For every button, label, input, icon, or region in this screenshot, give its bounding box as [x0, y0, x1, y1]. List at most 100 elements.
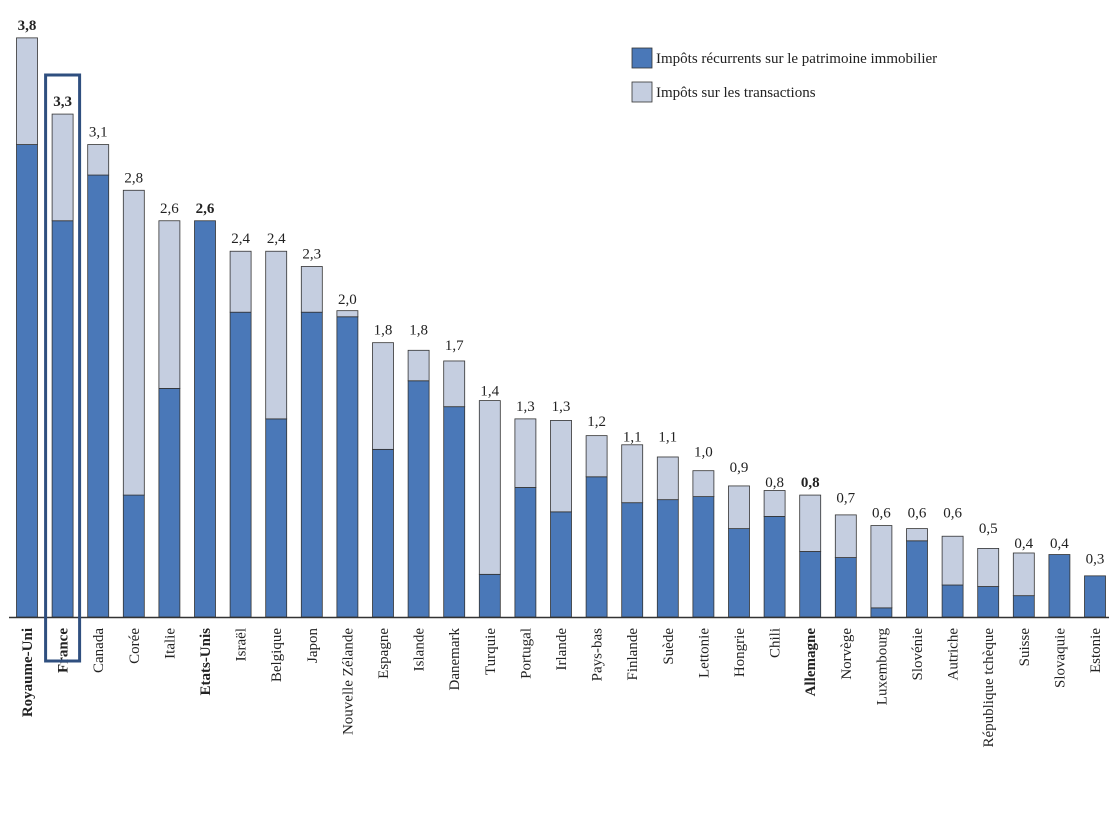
bar-segment	[656, 456, 679, 501]
total-label: 1,8	[374, 323, 393, 339]
total-label: 1,1	[658, 429, 677, 445]
x-tick-label: Slovénie	[910, 628, 926, 681]
total-label: 0,8	[765, 475, 784, 491]
total-label: 0,5	[979, 521, 998, 537]
bar-segment	[728, 485, 750, 530]
bar-segment	[16, 37, 38, 145]
x-tick-label: République tchèque	[981, 628, 997, 748]
total-label: 0,4	[1050, 536, 1069, 552]
bar-segment	[443, 406, 466, 618]
bar-segment	[941, 535, 964, 586]
x-tick-label: France	[56, 628, 72, 673]
bar-segment	[87, 174, 110, 618]
bar-segment	[158, 387, 181, 618]
bar-segment	[122, 494, 145, 618]
bar-segment	[87, 144, 110, 176]
x-tick-label: Canada	[91, 628, 107, 673]
bar-segment	[656, 499, 679, 618]
total-label: 0,6	[872, 506, 891, 522]
bar-segment	[514, 487, 537, 618]
x-tick-label: Nouvelle Zélande	[340, 628, 356, 735]
bar-segment	[977, 548, 1000, 587]
total-label: 1,4	[480, 384, 499, 400]
total-label: 2,4	[231, 231, 250, 247]
bar-segment	[478, 573, 501, 618]
total-label: 2,8	[124, 170, 143, 186]
x-tick-label: Italie	[162, 628, 178, 659]
bar-segment	[1012, 552, 1035, 597]
total-label: 3,8	[18, 18, 37, 34]
legend-swatch	[631, 47, 653, 69]
total-label: 1,3	[516, 399, 535, 415]
x-tick-label: Pays-bas	[590, 628, 606, 681]
bar-segment	[799, 551, 822, 618]
bar-segment	[194, 220, 216, 618]
x-tick-label: Corée	[127, 628, 143, 664]
bar-segment	[977, 586, 1000, 618]
bar-segment	[941, 584, 964, 618]
total-label: 0,8	[801, 475, 820, 491]
total-label: 3,1	[89, 125, 108, 141]
legend-label: Impôts sur les transactions	[656, 85, 816, 101]
x-tick-label: Danemark	[447, 628, 463, 691]
bar-segment	[1084, 575, 1106, 618]
bar-segment	[763, 516, 786, 618]
bar-segment	[158, 220, 181, 389]
bar-segment	[728, 528, 750, 618]
total-label: 1,0	[694, 445, 713, 461]
x-tick-label: Finlande	[625, 628, 641, 681]
bar-segment	[443, 360, 466, 408]
x-tick-label: Belgique	[269, 628, 285, 682]
total-label: 1,3	[552, 399, 571, 415]
bar-segment	[265, 250, 288, 420]
x-tick-label: Irlande	[554, 628, 570, 671]
bar-segment	[550, 511, 572, 618]
x-tick-label: Etats-Unis	[198, 628, 214, 696]
bar-segment	[229, 250, 252, 313]
total-label: 0,7	[836, 490, 855, 506]
bar-segment	[51, 113, 74, 222]
x-tick-label: Royaume-Uni	[20, 628, 36, 717]
bar-segment	[621, 502, 644, 618]
bar-segment	[550, 420, 572, 513]
total-label: 2,4	[267, 231, 286, 247]
bar-segment	[870, 525, 893, 609]
x-tick-label: Islande	[412, 628, 428, 672]
bar-segment	[300, 266, 323, 313]
bar-segment	[229, 311, 252, 618]
bar-segment	[407, 380, 430, 618]
total-label: 0,4	[1014, 536, 1033, 552]
bar-segment	[621, 444, 644, 504]
bar-segment	[834, 557, 857, 618]
bar-segment	[300, 311, 323, 618]
bar-segment	[692, 470, 715, 498]
bar-segment	[336, 316, 359, 618]
x-tick-label: Japon	[305, 628, 321, 663]
x-tick-label: Estonie	[1088, 628, 1104, 673]
bar-segment	[372, 342, 394, 450]
x-tick-label: Autriche	[946, 628, 962, 681]
x-tick-label: Suisse	[1017, 628, 1033, 667]
bar-segment	[514, 418, 537, 488]
bar-segment	[763, 490, 786, 517]
total-label: 1,2	[587, 414, 606, 430]
bar-segment	[478, 400, 501, 575]
x-tick-label: Hongrie	[732, 628, 748, 677]
bar-segment	[407, 349, 430, 382]
legend-label: Impôts récurrents sur le patrimoine immo…	[656, 51, 937, 67]
bar-segment	[906, 540, 928, 618]
bar-segment	[336, 310, 359, 318]
x-tick-label: Turquie	[483, 628, 499, 675]
bar-segment	[1012, 595, 1035, 618]
legend-swatch	[631, 81, 653, 103]
total-label: 2,6	[196, 201, 215, 217]
highlight-frame	[44, 73, 82, 663]
total-label: 2,6	[160, 201, 179, 217]
bar-segment	[799, 494, 822, 552]
x-tick-label: Portugal	[518, 628, 534, 679]
bar-segment	[51, 220, 74, 618]
total-label: 1,7	[445, 338, 464, 354]
total-label: 2,3	[302, 246, 321, 262]
total-label: 0,6	[908, 506, 927, 522]
